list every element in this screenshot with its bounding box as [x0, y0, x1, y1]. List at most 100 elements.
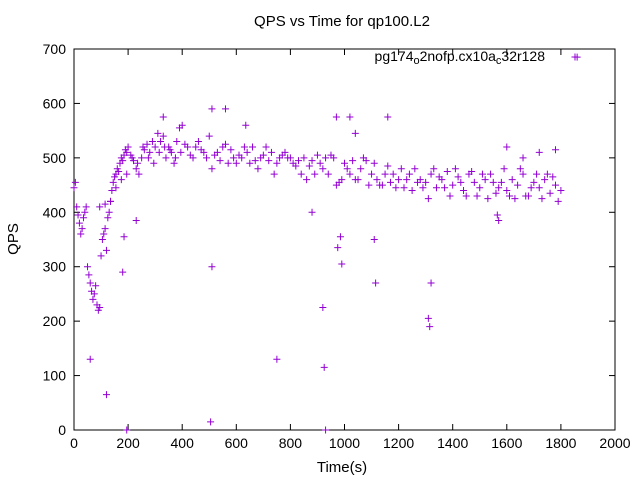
data-point [336, 233, 344, 241]
chart-title: QPS vs Time for qp100.L2 [254, 13, 430, 30]
data-point [449, 181, 457, 189]
data-point [543, 170, 551, 178]
data-point [119, 268, 127, 276]
data-point [400, 184, 408, 192]
data-point [148, 138, 156, 146]
data-point [84, 263, 92, 271]
data-point [373, 176, 381, 184]
data-point [101, 225, 109, 233]
data-point [123, 170, 131, 178]
data-point [351, 129, 359, 137]
data-point [171, 154, 179, 162]
data-point [90, 290, 98, 298]
data-point [476, 184, 484, 192]
data-point [96, 203, 104, 211]
data-point [334, 244, 342, 252]
data-point [408, 187, 416, 195]
data-point [235, 151, 243, 159]
data-point [151, 143, 159, 151]
data-point [492, 189, 500, 197]
data-point [386, 178, 394, 186]
data-point [332, 113, 340, 121]
data-point [441, 184, 449, 192]
data-point [213, 148, 221, 156]
data-point [120, 233, 128, 241]
data-point [102, 391, 110, 399]
data-point [124, 143, 132, 151]
data-point [162, 154, 170, 162]
data-point [426, 323, 434, 331]
data-point [97, 252, 105, 260]
data-point [473, 192, 481, 200]
data-point [535, 148, 543, 156]
data-point [516, 165, 524, 173]
plot-frame-group [73, 48, 616, 431]
data-point [249, 143, 257, 151]
data-point [346, 170, 354, 178]
data-point [273, 355, 281, 363]
data-point [481, 176, 489, 184]
data-point [427, 170, 435, 178]
data-point [207, 418, 215, 426]
data-point [181, 140, 189, 148]
data-point [424, 314, 432, 322]
x-tick-label: 2000 [599, 435, 630, 451]
data-point [270, 170, 278, 178]
data-point [341, 159, 348, 167]
data-point [216, 157, 224, 165]
data-point [506, 192, 514, 200]
data-point [85, 271, 93, 279]
y-tick-label: 200 [43, 313, 67, 329]
data-points-group [70, 53, 581, 434]
y-tick-label: 100 [43, 368, 67, 384]
x-tick-label: 1600 [491, 435, 522, 451]
data-point [332, 181, 340, 189]
data-point [186, 151, 194, 159]
data-point [346, 113, 354, 121]
y-tick-label: 0 [58, 422, 66, 438]
data-point [161, 143, 169, 151]
legend-series-name: pg174o2nofp.cx10ac32r128 [375, 48, 546, 67]
y-tick-label: 700 [43, 41, 67, 57]
y-tick-label: 400 [43, 204, 67, 220]
data-point [70, 184, 78, 192]
data-point [100, 230, 108, 238]
data-point [86, 355, 94, 363]
data-point [462, 192, 470, 200]
data-point [357, 165, 365, 173]
data-point [117, 176, 125, 184]
y-tick-label: 500 [43, 150, 67, 166]
data-point [108, 187, 116, 195]
data-point [208, 263, 216, 271]
data-point [489, 178, 497, 186]
data-point [77, 230, 85, 238]
data-point [446, 192, 454, 200]
data-point [313, 151, 321, 159]
data-point [224, 159, 232, 167]
y-tick-label: 300 [43, 259, 67, 275]
data-point [354, 176, 362, 184]
data-point [132, 165, 140, 173]
data-point [243, 148, 251, 156]
data-point [178, 121, 186, 129]
x-tick-label: 600 [225, 435, 249, 451]
data-point [535, 184, 543, 192]
legend-marker [571, 53, 579, 61]
data-point [554, 197, 562, 205]
data-point [155, 148, 163, 156]
data-point [98, 236, 106, 243]
data-point [487, 170, 495, 178]
data-point [478, 170, 486, 178]
data-point [549, 173, 557, 181]
data-point [232, 159, 240, 167]
data-point [173, 138, 181, 146]
data-point [74, 211, 82, 219]
data-point [397, 165, 405, 173]
data-point [514, 181, 522, 189]
data-point [208, 165, 216, 173]
data-point [112, 184, 120, 192]
data-point [144, 154, 152, 162]
data-point [368, 170, 376, 178]
data-point [105, 208, 113, 216]
data-point [297, 170, 305, 178]
